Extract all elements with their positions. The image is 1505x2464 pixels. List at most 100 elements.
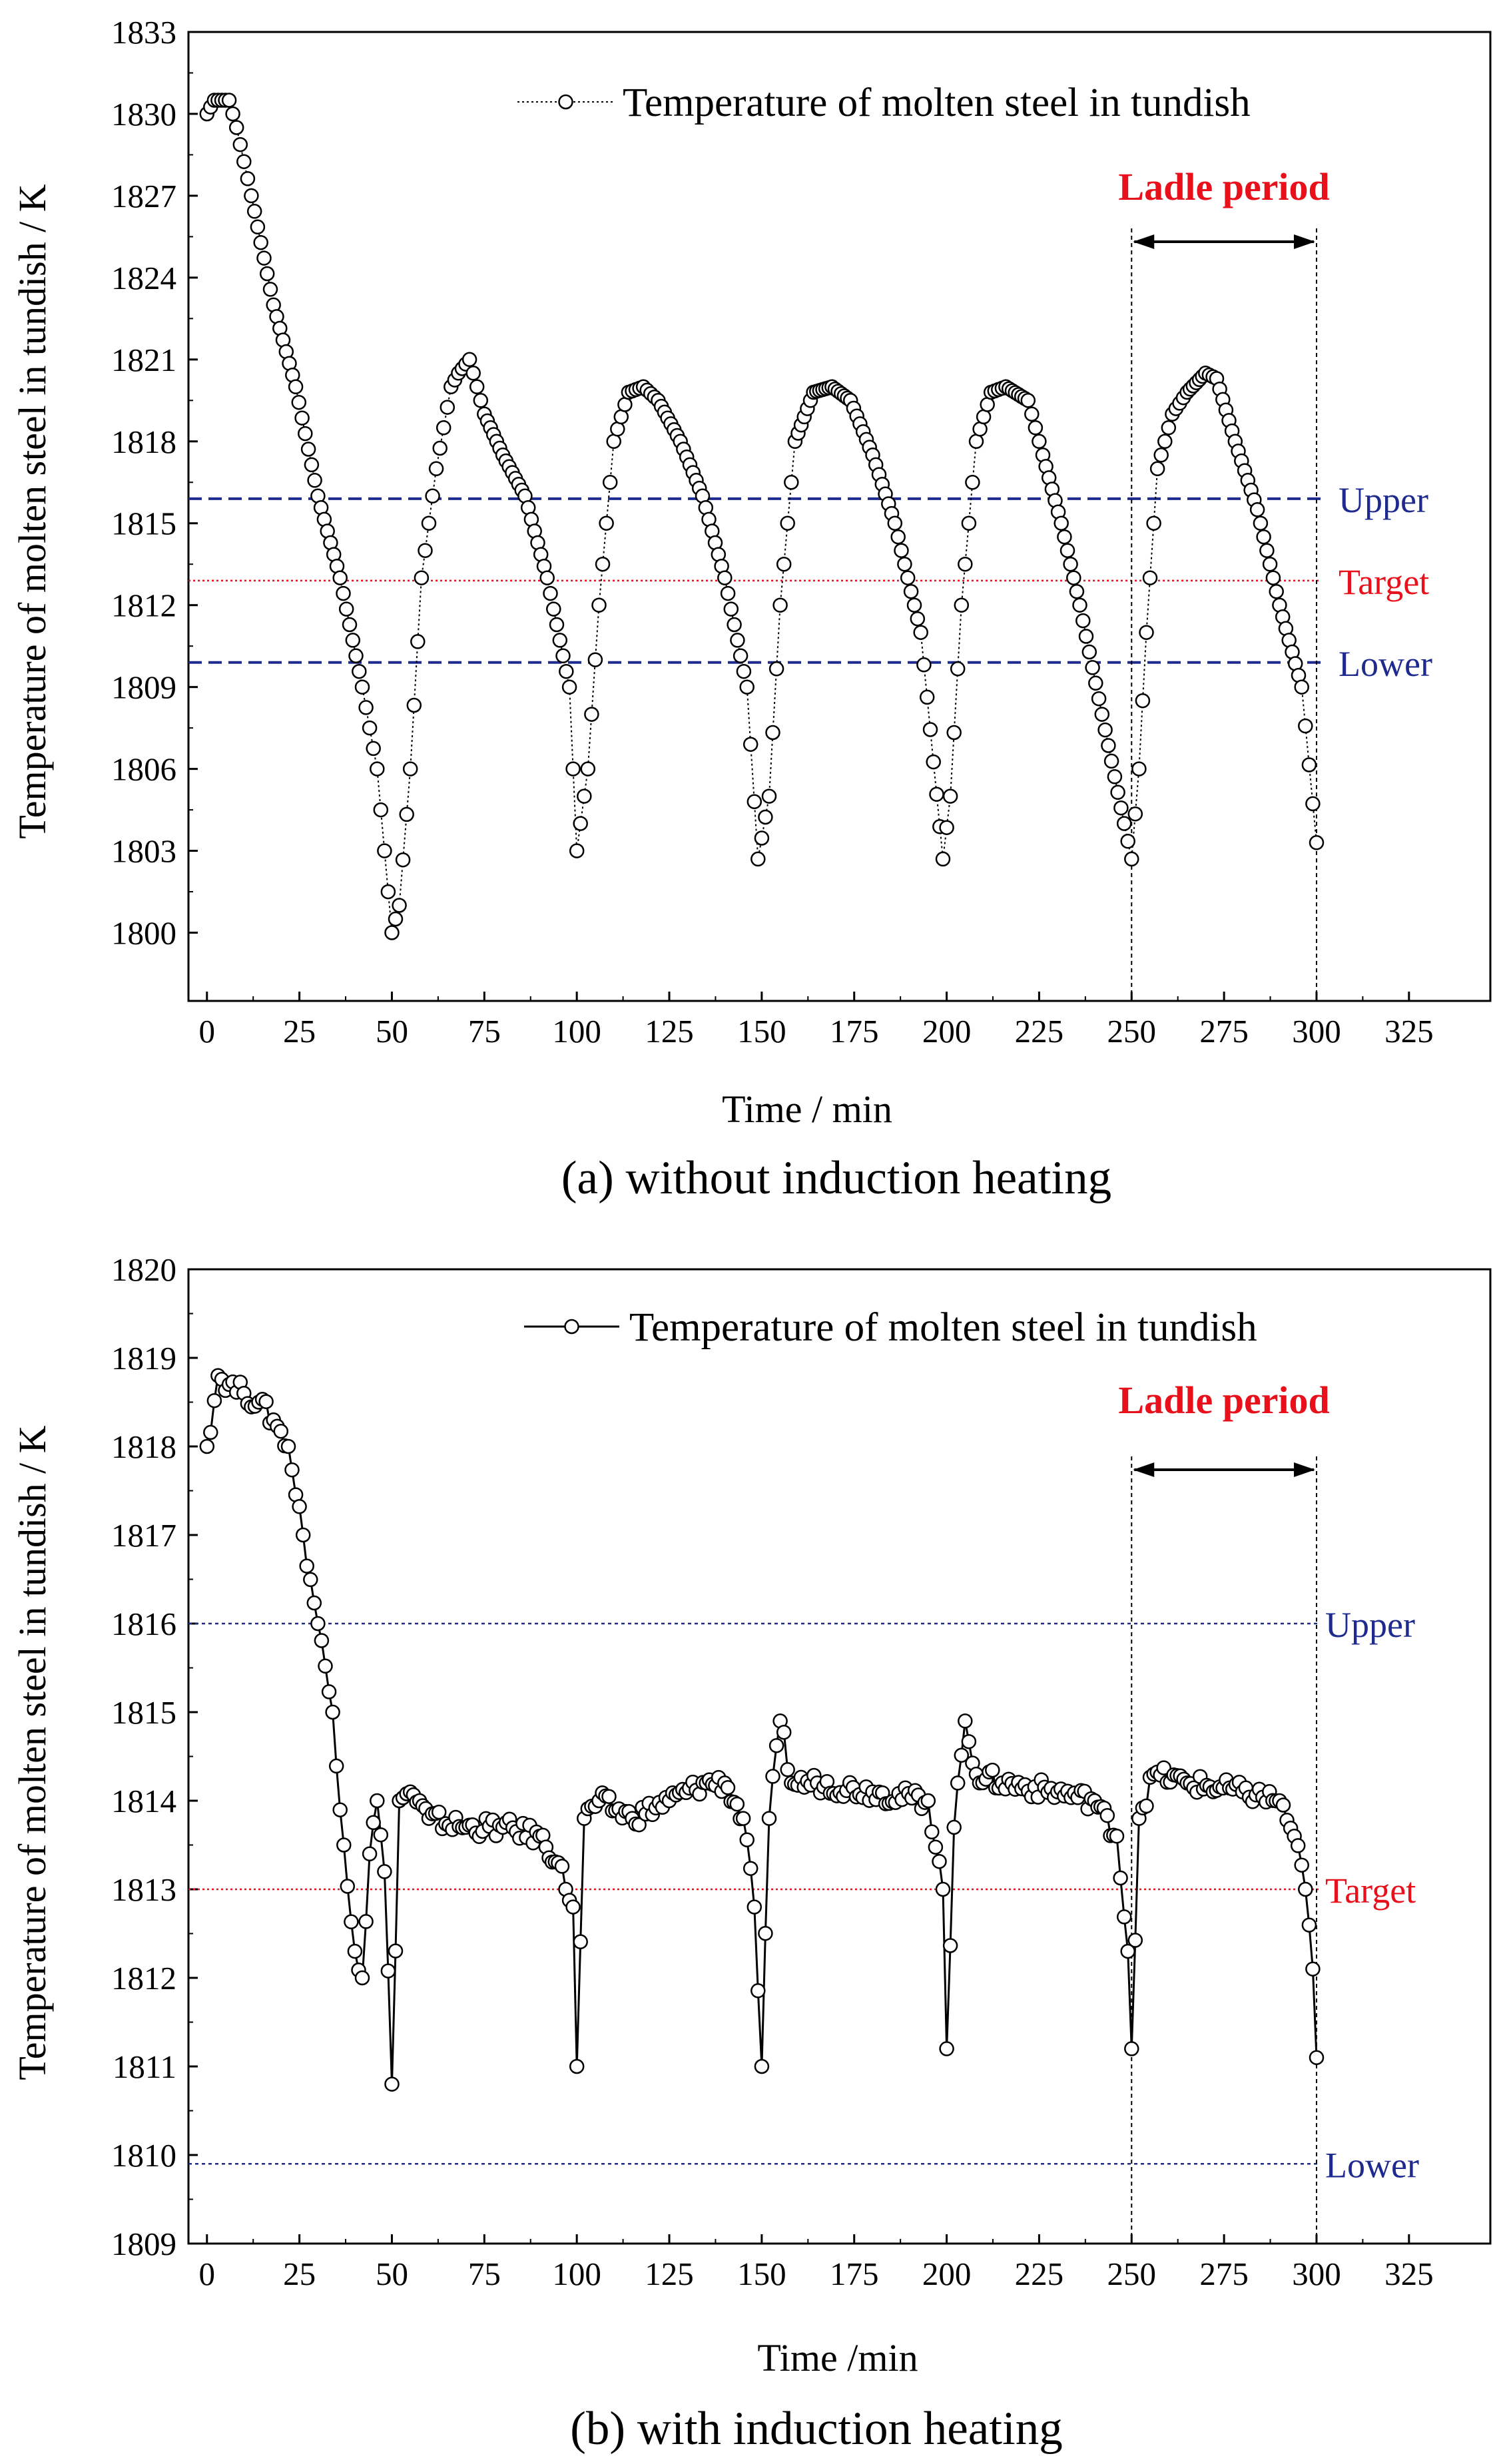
panel-a-data-point <box>1028 420 1044 436</box>
panel-a-data-point <box>366 741 381 757</box>
panel-a-x-tick-label: 225 <box>1015 1013 1064 1050</box>
panel-b-data-point <box>354 1970 370 1986</box>
panel-b-x-tick-label: 100 <box>552 2256 601 2292</box>
panel-b-data-point <box>743 1861 758 1876</box>
panel-a-data-point <box>414 570 430 585</box>
panel-a-data-point <box>910 611 926 627</box>
panel-a-data-point <box>332 570 348 585</box>
panel-b-data-point <box>1275 1797 1291 1813</box>
panel-a-data-point <box>1110 784 1125 800</box>
panel-a-data-point <box>1054 515 1069 531</box>
panel-b-data-point <box>942 1938 958 1953</box>
panel-a-data-point <box>1020 393 1036 408</box>
panel-a-data-point <box>1057 529 1072 545</box>
panel-a-y-tick-label: 1806 <box>111 751 176 788</box>
panel-a-data-point <box>1256 529 1271 545</box>
panel-a-data-point <box>617 397 633 412</box>
panel-a-y-tick-label: 1821 <box>111 342 176 378</box>
panel-a-data-point <box>894 543 909 558</box>
panel-b-data-point <box>314 1633 330 1648</box>
panel-b-target-limit-label: Target <box>1325 1871 1416 1911</box>
panel-a-data-point <box>758 809 773 825</box>
panel-b-data-point <box>1120 1943 1135 1959</box>
panel-b-x-tick-label: 275 <box>1199 2256 1249 2292</box>
panel-a-upper-limit-label: Upper <box>1339 480 1428 520</box>
panel-b-data-point <box>292 1499 307 1514</box>
panel-a-data-point <box>291 394 307 410</box>
panel-b-data-point <box>754 2058 770 2074</box>
panel-a-data-point <box>440 400 455 415</box>
panel-a-y-tick-label: 1809 <box>111 669 176 706</box>
panel-a-y-tick-label: 1824 <box>111 260 176 296</box>
panel-a-data-point <box>906 597 922 613</box>
panel-a-x-tick-label: 125 <box>645 1013 694 1050</box>
panel-a-data-point <box>338 601 354 617</box>
panel-a-caption: (a) without induction heating <box>561 1152 1111 1204</box>
panel-a-data-point <box>1094 707 1110 722</box>
panel-b-data-point <box>747 1899 762 1915</box>
panel-b-data-point <box>1301 1917 1317 1933</box>
panel-b-data-point <box>950 1775 966 1791</box>
panel-a-data-point <box>887 515 903 531</box>
panel-b-x-tick-label: 150 <box>737 2256 786 2292</box>
panel-a-data-point <box>421 515 437 531</box>
panel-b-x-tick-label: 75 <box>468 2256 501 2292</box>
panel-a-data-point <box>395 852 411 868</box>
panel-a-y-tick-label: 1818 <box>111 424 176 460</box>
panel-a-data-point <box>599 515 614 531</box>
panel-b-data-point <box>1127 1933 1143 1948</box>
panel-a-data-point <box>543 585 558 601</box>
panel-b-data-point <box>206 1392 222 1408</box>
panel-a-data-point <box>1157 434 1173 450</box>
panel-b-data-point <box>631 1817 647 1833</box>
panel-a-data-point <box>362 720 378 736</box>
panel-a-data-point <box>723 601 739 617</box>
panel-a-data-point <box>717 570 733 585</box>
panel-a-data-point <box>747 794 762 810</box>
panel-a-data-point <box>1024 406 1040 422</box>
panel-b-y-tick-label: 1812 <box>111 1960 176 1997</box>
panel-b-upper-limit-label: Upper <box>1325 1605 1415 1645</box>
panel-a-data-point <box>900 570 916 585</box>
panel-a-data-point <box>1103 753 1119 769</box>
panel-a-data-point <box>610 422 625 437</box>
panel-b-data-point <box>1290 1838 1306 1853</box>
panel-a-data-point <box>1072 597 1087 613</box>
panel-b-x-tick-label: 225 <box>1015 2256 1064 2292</box>
panel-b-data-point <box>1298 1881 1313 1897</box>
panel-b-data-point <box>573 1934 588 1950</box>
panel-a-data-point <box>780 515 795 531</box>
panel-a-data-point <box>348 648 364 664</box>
panel-b-y-tick-label: 1818 <box>111 1428 176 1465</box>
panel-a-data-point <box>342 617 358 633</box>
panel-a-data-point <box>727 617 742 633</box>
panel-a-data-point <box>370 761 385 776</box>
panel-b-data-point <box>1309 2050 1325 2065</box>
panel-b-data-point <box>306 1595 322 1611</box>
panel-a-data-point <box>890 529 906 545</box>
panel-a-data-point <box>569 843 585 858</box>
panel-b-x-tick-label: 300 <box>1292 2256 1341 2292</box>
panel-b-data-point <box>758 1925 773 1941</box>
panel-a-data-point <box>1294 679 1309 695</box>
panel-a-data-point <box>232 137 248 153</box>
panel-a-y-tick-label: 1815 <box>111 505 176 542</box>
panel-b-data-point <box>1124 2041 1139 2056</box>
panel-a-data-point <box>465 366 481 381</box>
panel-b-caption: (b) with induction heating <box>570 2403 1062 2455</box>
panel-a-data-point <box>1265 570 1281 585</box>
panel-a-data-point <box>751 851 766 867</box>
panel-a-data-point <box>236 154 252 169</box>
panel-a-data-point <box>926 754 941 770</box>
panel-a-y-tick-label: 1827 <box>111 178 176 214</box>
panel-a-data-point <box>1069 583 1085 599</box>
panel-a-data-point <box>946 725 962 741</box>
panel-a-data-point <box>772 597 788 613</box>
panel-a-data-point <box>246 204 262 219</box>
panel-a-data-point <box>754 830 770 846</box>
panel-b-data-point <box>735 1811 751 1826</box>
panel-a-x-tick-label: 325 <box>1384 1013 1434 1050</box>
panel-a-data-point <box>428 461 444 477</box>
panel-a-x-tick-label: 175 <box>830 1013 879 1050</box>
panel-b-data-point <box>739 1832 754 1847</box>
